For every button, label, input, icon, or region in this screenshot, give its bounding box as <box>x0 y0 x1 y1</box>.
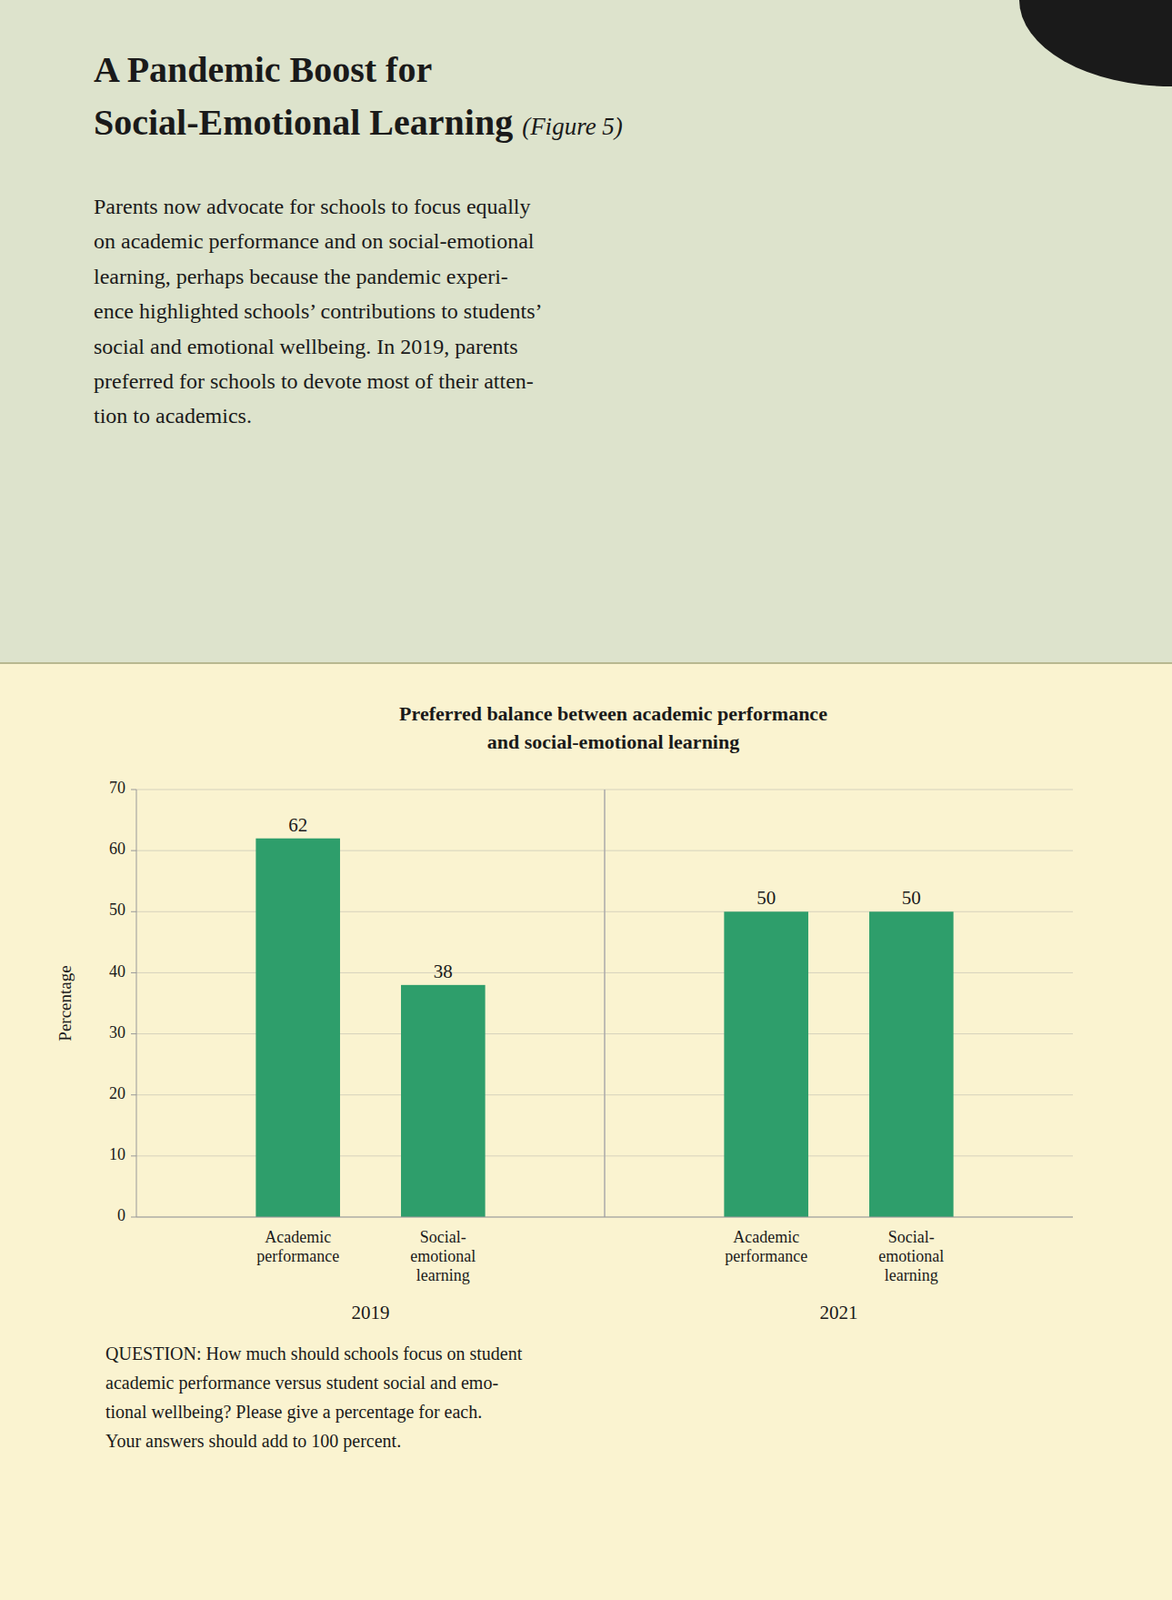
group-label: 2021 <box>820 1301 859 1323</box>
tick-mark <box>130 788 137 790</box>
bar <box>869 911 954 1217</box>
figure-label: (Figure 5) <box>521 112 623 141</box>
axis-label: Percentage <box>55 964 75 1041</box>
header-section: A Pandemic Boost for Social-Emotional Le… <box>0 0 1172 664</box>
corner-decoration <box>1019 0 1172 87</box>
tick-mark <box>130 910 137 912</box>
category-label: Academicperformance <box>256 1227 340 1265</box>
data-label: 62 <box>288 812 308 835</box>
question-note: QUESTION: How much should schools focus … <box>105 1338 1172 1455</box>
page-subtitle: Parents now advocate for schools to focu… <box>93 189 1082 434</box>
chart-section: Preferred balance between academic perfo… <box>0 663 1172 1598</box>
bar <box>400 983 486 1216</box>
tick-label: 0 <box>117 1205 126 1224</box>
category-label: Social-emotionallearning <box>410 1227 476 1284</box>
tick-label: 10 <box>109 1144 126 1163</box>
category-label: Academicperformance <box>724 1227 808 1265</box>
data-label: 50 <box>901 886 922 909</box>
tick-label: 40 <box>109 961 126 980</box>
category-label: Social-emotionallearning <box>878 1227 944 1284</box>
tick-mark <box>130 1215 137 1217</box>
tick-label: 70 <box>109 778 126 797</box>
chart-title: Preferred balance between academic perfo… <box>0 700 1172 757</box>
tick-mark <box>130 1154 137 1156</box>
group-separator <box>603 789 606 1217</box>
tick-mark <box>130 971 137 973</box>
chart: 0 10 20 30 40 50 60 70 Percentage 62 Academicperfo… <box>0 761 1172 1335</box>
data-label: 38 <box>433 959 453 982</box>
page-title-block: A Pandemic Boost for Social-Emotional Le… <box>93 43 1082 150</box>
group-label: 2019 <box>351 1301 391 1323</box>
tick-mark <box>130 849 137 851</box>
data-label: 50 <box>756 886 776 909</box>
y-axis-line <box>136 789 138 1217</box>
x-axis-line <box>136 1215 1073 1217</box>
tick-label: 60 <box>109 839 126 858</box>
bar <box>255 837 341 1216</box>
page-title: A Pandemic Boost for Social-Emotional Le… <box>93 49 513 143</box>
bar <box>723 911 809 1217</box>
tick-label: 30 <box>109 1021 126 1041</box>
tick-label: 50 <box>109 900 126 919</box>
tick-mark <box>130 1093 137 1095</box>
tick-label: 20 <box>109 1082 126 1102</box>
grid-line <box>136 1215 1073 1217</box>
tick-mark <box>130 1032 137 1034</box>
